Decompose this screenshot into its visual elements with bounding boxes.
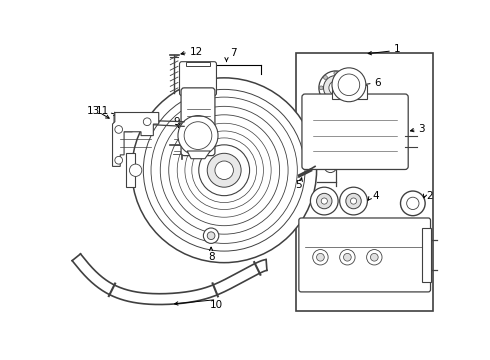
Circle shape — [199, 145, 249, 195]
Text: 12: 12 — [190, 48, 203, 58]
Circle shape — [129, 164, 142, 176]
Circle shape — [323, 96, 327, 100]
Text: 4: 4 — [372, 191, 379, 201]
Circle shape — [367, 249, 382, 265]
Circle shape — [317, 253, 324, 261]
Circle shape — [334, 71, 338, 75]
Text: 10: 10 — [210, 300, 223, 310]
Text: 3: 3 — [418, 125, 425, 134]
Text: 6: 6 — [374, 78, 381, 88]
Circle shape — [340, 187, 368, 215]
Circle shape — [323, 76, 348, 100]
Text: 9: 9 — [173, 117, 180, 127]
Circle shape — [344, 76, 348, 80]
Circle shape — [344, 96, 348, 100]
Circle shape — [178, 116, 218, 156]
Circle shape — [203, 228, 219, 243]
Polygon shape — [187, 151, 210, 159]
Circle shape — [350, 198, 357, 204]
FancyBboxPatch shape — [114, 115, 132, 132]
Circle shape — [317, 193, 332, 209]
Circle shape — [319, 86, 323, 90]
Bar — [296, 53, 433, 311]
FancyBboxPatch shape — [179, 62, 217, 95]
Circle shape — [132, 78, 317, 263]
Circle shape — [343, 253, 351, 261]
Circle shape — [319, 71, 353, 105]
Circle shape — [334, 100, 338, 104]
Text: 7: 7 — [230, 48, 237, 58]
Circle shape — [311, 187, 338, 215]
Bar — [332, 85, 367, 99]
Circle shape — [215, 161, 233, 180]
Circle shape — [143, 118, 148, 122]
Circle shape — [115, 156, 122, 164]
FancyBboxPatch shape — [302, 94, 408, 170]
Text: 8: 8 — [208, 252, 215, 262]
Circle shape — [321, 198, 327, 204]
Bar — [186, 62, 210, 66]
Circle shape — [143, 118, 151, 126]
Circle shape — [340, 249, 355, 265]
Circle shape — [400, 191, 425, 216]
Circle shape — [329, 81, 343, 95]
Polygon shape — [113, 112, 159, 166]
Circle shape — [323, 76, 327, 80]
Circle shape — [324, 160, 337, 172]
Bar — [125, 153, 135, 187]
Circle shape — [207, 232, 215, 239]
FancyBboxPatch shape — [181, 88, 215, 156]
Circle shape — [332, 68, 366, 102]
Circle shape — [338, 74, 360, 95]
FancyBboxPatch shape — [299, 218, 431, 292]
Circle shape — [184, 122, 212, 149]
Circle shape — [348, 86, 352, 90]
Circle shape — [313, 249, 328, 265]
Circle shape — [143, 122, 148, 126]
Text: 2: 2 — [426, 191, 433, 201]
Text: 11: 11 — [96, 106, 109, 116]
Text: 13: 13 — [87, 106, 100, 116]
Circle shape — [370, 253, 378, 261]
Bar — [422, 228, 431, 282]
Circle shape — [115, 126, 122, 133]
Circle shape — [407, 197, 419, 210]
Circle shape — [346, 193, 361, 209]
Text: 1: 1 — [393, 44, 400, 54]
Text: 5: 5 — [295, 180, 301, 190]
Circle shape — [207, 153, 241, 187]
